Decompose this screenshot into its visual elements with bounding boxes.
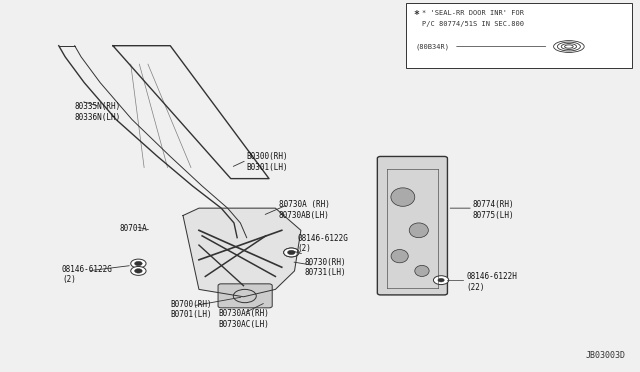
Ellipse shape xyxy=(409,223,428,238)
Circle shape xyxy=(284,248,299,257)
Text: 80730A (RH)
80730AB(LH): 80730A (RH) 80730AB(LH) xyxy=(278,200,330,220)
Circle shape xyxy=(134,269,142,273)
FancyBboxPatch shape xyxy=(406,3,632,68)
Circle shape xyxy=(284,248,299,257)
FancyBboxPatch shape xyxy=(218,284,272,308)
Circle shape xyxy=(433,276,449,285)
Text: B0300(RH)
B0301(LH): B0300(RH) B0301(LH) xyxy=(246,152,289,172)
Text: 08146-6122H
(22): 08146-6122H (22) xyxy=(467,272,517,292)
Text: 80335N(RH)
80336N(LH): 80335N(RH) 80336N(LH) xyxy=(75,102,121,122)
Text: JB03003D: JB03003D xyxy=(586,350,626,359)
Text: 08146-6122G
(2): 08146-6122G (2) xyxy=(62,265,113,284)
Text: 80730(RH)
80731(LH): 80730(RH) 80731(LH) xyxy=(304,257,346,277)
Circle shape xyxy=(287,250,295,255)
Circle shape xyxy=(134,261,142,266)
Circle shape xyxy=(131,266,146,275)
Circle shape xyxy=(287,250,295,255)
Text: B0730AA(RH)
B0730AC(LH): B0730AA(RH) B0730AC(LH) xyxy=(218,309,269,328)
Text: 08146-6122G
(2): 08146-6122G (2) xyxy=(298,234,349,253)
Ellipse shape xyxy=(415,265,429,276)
Ellipse shape xyxy=(391,188,415,206)
Text: * 'SEAL-RR DOOR INR' FOR: * 'SEAL-RR DOOR INR' FOR xyxy=(422,10,524,16)
Polygon shape xyxy=(183,208,301,297)
FancyBboxPatch shape xyxy=(378,157,447,295)
Text: P/C 80774/51S IN SEC.800: P/C 80774/51S IN SEC.800 xyxy=(422,21,524,27)
Text: (80B34R): (80B34R) xyxy=(415,43,449,50)
Text: B0700(RH)
B0701(LH): B0700(RH) B0701(LH) xyxy=(170,300,212,320)
Text: *: * xyxy=(413,10,420,20)
Circle shape xyxy=(131,259,146,268)
Ellipse shape xyxy=(391,250,408,263)
Text: 80774(RH)
80775(LH): 80774(RH) 80775(LH) xyxy=(473,200,515,220)
Circle shape xyxy=(438,278,444,282)
Text: 80701A: 80701A xyxy=(119,224,147,233)
